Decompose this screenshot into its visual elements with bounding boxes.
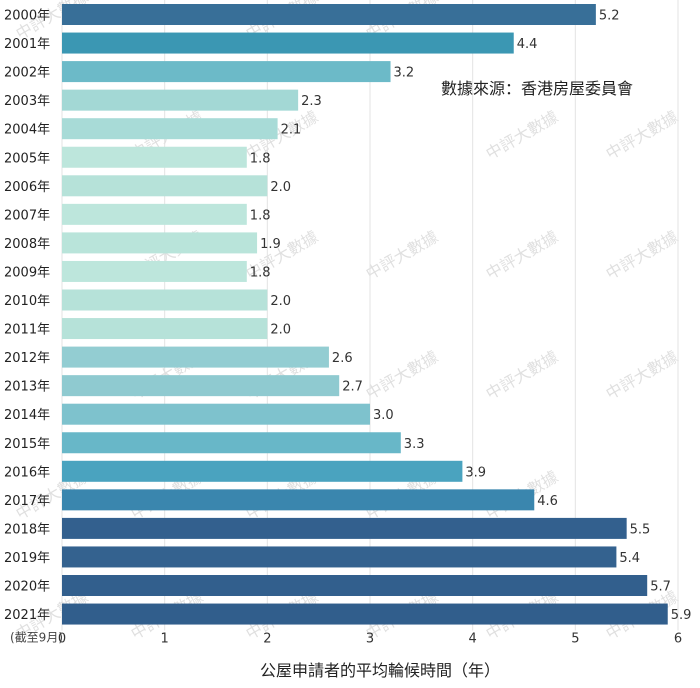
x-tick-label: 0 [58,632,66,647]
watermark: 中評大數據 [483,347,562,403]
value-label: 1.8 [250,151,271,166]
bar [62,32,514,54]
value-label: 2.0 [270,180,291,195]
bar [62,517,627,539]
watermark: 中評大數據 [363,347,442,403]
value-label: 5.9 [671,608,692,623]
value-label: 4.4 [517,37,538,52]
bar [62,146,247,168]
value-label: 4.6 [537,494,558,509]
bar [62,89,299,111]
category-label: 2014年 [4,408,50,423]
category-label: 2001年 [4,37,50,52]
category-label: 2016年 [4,465,50,480]
value-label: 1.8 [250,265,271,280]
category-label: 2004年 [4,123,50,138]
bar [62,546,617,568]
bar [62,575,648,596]
value-label: 1.8 [250,208,271,223]
category-label: 2009年 [4,265,50,280]
value-label: 1.9 [260,237,281,252]
value-label: 3.3 [404,437,425,452]
value-label: 5.4 [619,551,640,566]
bar [62,175,268,197]
bar [62,4,596,25]
bar [62,375,340,397]
x-tick-label: 6 [674,632,682,647]
watermark: 中評大數據 [603,227,682,283]
category-label: 2018年 [4,522,50,537]
value-label: 3.9 [465,465,486,480]
x-axis-ticks: 0 1 2 3 4 5 6 [58,632,682,647]
value-label: 5.7 [650,580,671,595]
x-tick-label: 5 [571,632,579,647]
category-label: 2020年 [4,580,50,595]
bar [62,318,268,340]
bar [62,232,258,254]
value-label: 2.0 [270,323,291,338]
bar [62,346,329,368]
category-label: 2015年 [4,437,50,452]
category-label: 2011年 [4,323,50,338]
bar [62,118,278,140]
value-label: 5.2 [599,9,620,24]
watermark: 中評大數據 [603,347,682,403]
bar [62,403,370,425]
source-note: 數據來源：香港房屋委員會 [441,79,633,98]
category-labels: 2000年 2001年 2002年 2003年 2004年 2005年 2006年 2007年… [4,9,50,624]
bars [62,4,668,625]
x-tick-label: 3 [366,632,374,647]
value-label: 2.6 [332,351,353,366]
x-tick-label: 1 [161,632,169,647]
category-label: 2008年 [4,237,50,252]
watermark: 中評大數據 [483,227,562,283]
category-label: 2006年 [4,180,50,195]
bar [62,489,535,511]
bar [62,460,463,482]
bar [62,260,247,282]
value-label: 5.5 [630,522,651,537]
category-label: 2007年 [4,208,50,223]
category-label: 2017年 [4,494,50,509]
value-label: 2.3 [301,94,322,109]
x-tick-label: 4 [469,632,477,647]
category-label: 2021年 [4,608,50,623]
category-label: 2019年 [4,551,50,566]
watermark: 中評大數據 [483,107,562,163]
category-label: 2000年 [4,9,50,24]
category-label: 2005年 [4,151,50,166]
value-label: 2.7 [342,380,363,395]
category-label: 2003年 [4,94,50,109]
value-labels: 5.2 4.4 3.2 2.3 2.1 1.8 2.0 1.8 1.9 1.8 2.0 2.0 2.6 2… [250,9,692,624]
value-label: 2.0 [270,294,291,309]
category-label: 2010年 [4,294,50,309]
value-label: 3.2 [394,66,415,81]
category-label: 2013年 [4,380,50,395]
bar [62,603,668,625]
value-label: 3.0 [373,408,394,423]
watermark: 中評大數據 [603,107,682,163]
value-label: 2.1 [281,123,302,138]
watermark: 中評大數據 [363,227,442,283]
category-note: (截至9月) [10,631,63,645]
category-label: 2002年 [4,66,50,81]
x-tick-label: 2 [263,632,271,647]
category-label: 2012年 [4,351,50,366]
bar [62,289,268,311]
bar [62,203,247,225]
x-axis-title: 公屋申請者的平均輪候時間（年） [260,661,500,680]
bar [62,61,391,83]
bar [62,432,401,454]
